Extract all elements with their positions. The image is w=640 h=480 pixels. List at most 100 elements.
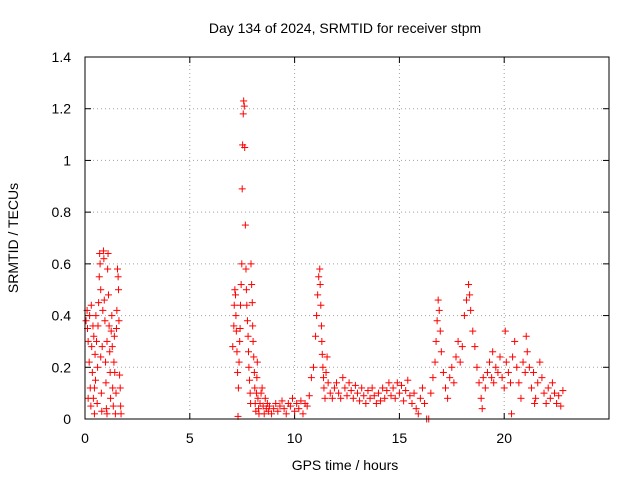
data-point: [240, 102, 248, 110]
data-point: [106, 348, 114, 356]
y-tick-label: 0.8: [52, 204, 72, 220]
data-point: [339, 374, 347, 382]
data-point: [500, 384, 508, 392]
data-point: [397, 381, 405, 389]
data-point: [522, 332, 530, 340]
data-point: [410, 389, 418, 397]
data-point: [439, 368, 447, 376]
data-point: [372, 399, 380, 407]
data-point: [242, 265, 250, 273]
data-point: [536, 358, 544, 366]
data-point: [408, 399, 416, 407]
data-point: [116, 371, 124, 379]
data-point: [238, 260, 246, 268]
data-point: [509, 353, 517, 361]
data-point: [502, 358, 510, 366]
data-point: [93, 399, 101, 407]
data-point: [103, 337, 111, 345]
data-point: [323, 353, 331, 361]
data-point: [117, 402, 125, 410]
data-point: [90, 332, 98, 340]
x-axis-label: GPS time / hours: [292, 457, 399, 473]
data-point: [540, 389, 548, 397]
data-point: [427, 389, 435, 397]
data-point: [496, 353, 504, 361]
data-point: [100, 255, 108, 263]
data-point: [84, 337, 92, 345]
data-point: [364, 387, 372, 395]
data-point: [250, 353, 258, 361]
y-tick-label: 0.6: [52, 256, 72, 272]
x-tick-label: 10: [287, 430, 303, 446]
data-point: [231, 286, 239, 294]
data-point: [379, 384, 387, 392]
data-point: [102, 379, 110, 387]
data-point: [115, 286, 123, 294]
y-tick-label: 1.2: [52, 101, 72, 117]
data-point: [244, 332, 252, 340]
x-tick-label: 0: [81, 430, 89, 446]
data-point: [317, 301, 325, 309]
data-point: [94, 363, 102, 371]
data-point: [442, 384, 450, 392]
data-point: [335, 389, 343, 397]
data-point: [85, 358, 93, 366]
y-tick-label: 0.4: [52, 308, 72, 324]
y-tick-label: 0.2: [52, 359, 72, 375]
data-point: [101, 317, 109, 325]
y-tick-label: 1: [63, 152, 71, 168]
data-point: [521, 368, 529, 376]
data-point: [291, 407, 299, 415]
data-point: [232, 312, 240, 320]
data-point: [519, 358, 527, 366]
data-point: [248, 281, 256, 289]
data-point: [437, 348, 445, 356]
data-point: [113, 265, 121, 273]
data-point: [286, 402, 294, 410]
data-point: [97, 389, 105, 397]
data-point: [257, 389, 265, 397]
data-point: [94, 322, 102, 330]
data-point: [460, 312, 468, 320]
data-point: [486, 358, 494, 366]
data-point: [297, 397, 305, 405]
data-point: [231, 291, 239, 299]
data-points: [82, 97, 567, 423]
data-point: [313, 312, 321, 320]
data-point: [321, 394, 329, 402]
data-point: [293, 399, 301, 407]
data-point: [249, 322, 257, 330]
data-point: [238, 185, 246, 193]
data-point: [282, 410, 290, 418]
data-point: [90, 384, 98, 392]
data-point: [86, 312, 94, 320]
data-point: [458, 343, 466, 351]
data-point: [295, 405, 303, 413]
data-point: [95, 299, 103, 307]
data-point: [542, 399, 550, 407]
data-point: [418, 384, 426, 392]
data-point: [240, 97, 248, 105]
data-point: [402, 387, 410, 395]
data-point: [523, 348, 531, 356]
data-point: [243, 317, 251, 325]
data-point: [508, 410, 516, 418]
data-point: [303, 402, 311, 410]
data-point: [469, 327, 477, 335]
data-point: [237, 281, 245, 289]
data-point: [374, 389, 382, 397]
data-point: [454, 337, 462, 345]
data-point: [100, 296, 108, 304]
data-point: [551, 389, 559, 397]
data-point: [421, 399, 429, 407]
data-point: [414, 410, 422, 418]
data-point: [87, 301, 95, 309]
data-point: [249, 337, 257, 345]
data-point: [358, 384, 366, 392]
data-point: [246, 389, 254, 397]
data-point: [248, 299, 256, 307]
data-point: [404, 376, 412, 384]
data-point: [234, 368, 242, 376]
data-point: [534, 379, 542, 387]
data-point: [395, 389, 403, 397]
